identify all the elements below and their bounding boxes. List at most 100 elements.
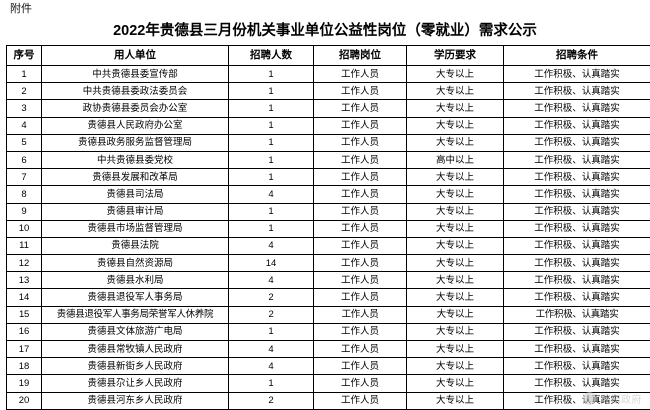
cell-index: 20 xyxy=(6,391,42,410)
cell-education: 大专以上 xyxy=(406,305,504,324)
column-header-position: 招聘岗位 xyxy=(313,45,407,66)
cell-position: 工作人员 xyxy=(313,254,407,273)
cell-employer: 贵德县水利局 xyxy=(41,271,229,290)
cell-employer: 贵德县退役军人事务局 xyxy=(41,288,229,307)
cell-employer: 中共贵德县委党校 xyxy=(41,150,229,170)
cell-education: 高中以上 xyxy=(406,150,504,170)
cell-index: 5 xyxy=(6,133,42,152)
column-header-headcount: 招聘人数 xyxy=(228,45,314,66)
cell-index: 16 xyxy=(6,322,42,342)
watermark-text: 贵德政府 xyxy=(600,395,642,406)
cell-position: 工作人员 xyxy=(313,339,407,359)
cell-position: 工作人员 xyxy=(313,99,407,118)
cell-education: 大专以上 xyxy=(406,185,504,204)
cell-conditions: 工作积极、认真踏实 xyxy=(503,374,650,393)
column-header-conditions: 招聘条件 xyxy=(503,45,650,66)
cell-employer: 贵德县发展和改革局 xyxy=(41,168,229,187)
table-row: 12 贵德县自然资源局 14 工作人员 大专以上 工作积极、认真踏实 xyxy=(6,254,650,273)
cell-conditions: 工作积极、认真踏实 xyxy=(503,219,650,238)
watermark: 贵德政府 xyxy=(583,391,642,406)
cell-education: 大专以上 xyxy=(406,236,504,256)
cell-education: 大专以上 xyxy=(406,322,504,342)
cell-headcount: 1 xyxy=(228,168,314,187)
cell-position: 工作人员 xyxy=(313,322,407,342)
cell-index: 4 xyxy=(6,116,42,135)
cell-position: 工作人员 xyxy=(313,357,407,376)
cell-position: 工作人员 xyxy=(313,64,407,84)
cell-conditions: 工作积极、认真踏实 xyxy=(503,339,650,359)
cell-headcount: 4 xyxy=(228,185,314,204)
cell-headcount: 1 xyxy=(228,374,314,393)
cell-employer: 贵德县政务服务监督管理局 xyxy=(41,133,229,152)
cell-index: 13 xyxy=(6,271,42,290)
attachment-label: 附件 xyxy=(10,3,32,15)
watermark-logo-icon xyxy=(583,392,596,405)
cell-education: 大专以上 xyxy=(406,64,504,84)
cell-conditions: 工作积极、认真踏实 xyxy=(503,202,650,221)
cell-index: 11 xyxy=(6,236,42,256)
cell-headcount: 1 xyxy=(228,82,314,101)
cell-employer: 中共贵德县委宣传部 xyxy=(41,64,229,84)
cell-headcount: 1 xyxy=(228,219,314,238)
cell-index: 1 xyxy=(6,64,42,84)
cell-employer: 贵德县河东乡人民政府 xyxy=(41,391,229,410)
table-row: 15 贵德县退役军人事务局荣誉军人休养院 2 工作人员 大专以上 工作积极、认真… xyxy=(6,305,650,324)
cell-headcount: 2 xyxy=(228,288,314,307)
table-row: 14 贵德县退役军人事务局 2 工作人员 大专以上 工作积极、认真踏实 xyxy=(6,288,650,307)
cell-education: 大专以上 xyxy=(406,82,504,101)
cell-headcount: 4 xyxy=(228,357,314,376)
cell-education: 大专以上 xyxy=(406,202,504,221)
requirements-table: 序号 用人单位 招聘人数 招聘岗位 学历要求 招聘条件 1 中共贵德县委宣传部 … xyxy=(6,45,650,410)
cell-education: 大专以上 xyxy=(406,254,504,273)
table-row: 8 贵德县司法局 4 工作人员 大专以上 工作积极、认真踏实 xyxy=(6,185,650,204)
cell-position: 工作人员 xyxy=(313,168,407,187)
cell-education: 大专以上 xyxy=(406,339,504,359)
cell-conditions: 工作积极、认真踏实 xyxy=(503,168,650,187)
cell-employer: 贵德县文体旅游广电局 xyxy=(41,322,229,342)
cell-index: 18 xyxy=(6,357,42,376)
table-row: 9 贵德县审计局 1 工作人员 大专以上 工作积极、认真踏实 xyxy=(6,202,650,221)
cell-conditions: 工作积极、认真踏实 xyxy=(503,254,650,273)
table-row: 18 贵德县新街乡人民政府 4 工作人员 大专以上 工作积极、认真踏实 xyxy=(6,357,650,376)
cell-conditions: 工作积极、认真踏实 xyxy=(503,99,650,118)
cell-index: 19 xyxy=(6,374,42,393)
cell-employer: 贵德县审计局 xyxy=(41,202,229,221)
cell-headcount: 1 xyxy=(228,116,314,135)
cell-education: 大专以上 xyxy=(406,357,504,376)
cell-position: 工作人员 xyxy=(313,391,407,410)
cell-headcount: 2 xyxy=(228,391,314,410)
cell-employer: 贵德县尕让乡人民政府 xyxy=(41,374,229,393)
cell-employer: 贵德县新街乡人民政府 xyxy=(41,357,229,376)
cell-conditions: 工作积极、认真踏实 xyxy=(503,271,650,290)
cell-index: 12 xyxy=(6,254,42,273)
cell-education: 大专以上 xyxy=(406,99,504,118)
cell-headcount: 2 xyxy=(228,305,314,324)
cell-employer: 贵德县司法局 xyxy=(41,185,229,204)
cell-index: 10 xyxy=(6,219,42,238)
cell-position: 工作人员 xyxy=(313,219,407,238)
cell-position: 工作人员 xyxy=(313,288,407,307)
cell-conditions: 工作积极、认真踏实 xyxy=(503,288,650,307)
cell-employer: 贵德县常牧镇人民政府 xyxy=(41,339,229,359)
cell-employer: 政协贵德县委员会办公室 xyxy=(41,99,229,118)
cell-position: 工作人员 xyxy=(313,271,407,290)
cell-index: 6 xyxy=(6,150,42,170)
cell-headcount: 4 xyxy=(228,271,314,290)
table-row: 2 中共贵德县委政法委员会 1 工作人员 大专以上 工作积极、认真踏实 xyxy=(6,82,650,101)
table-row: 13 贵德县水利局 4 工作人员 大专以上 工作积极、认真踏实 xyxy=(6,271,650,290)
table-body: 1 中共贵德县委宣传部 1 工作人员 大专以上 工作积极、认真踏实 2 中共贵德… xyxy=(6,64,650,410)
cell-position: 工作人员 xyxy=(313,133,407,152)
cell-conditions: 工作积极、认真踏实 xyxy=(503,116,650,135)
cell-employer: 中共贵德县委政法委员会 xyxy=(41,82,229,101)
cell-conditions: 工作积极、认真踏实 xyxy=(503,236,650,256)
cell-employer: 贵德县人民政府办公室 xyxy=(41,116,229,135)
cell-headcount: 1 xyxy=(228,64,314,84)
cell-conditions: 工作积极、认真踏实 xyxy=(503,322,650,342)
cell-position: 工作人员 xyxy=(313,374,407,393)
table-row: 20 贵德县河东乡人民政府 2 工作人员 大专以上 工作积极、认真踏实 xyxy=(6,391,650,410)
column-header-education: 学历要求 xyxy=(406,45,504,66)
cell-conditions: 工作积极、认真踏实 xyxy=(503,357,650,376)
cell-headcount: 1 xyxy=(228,99,314,118)
cell-employer: 贵德县退役军人事务局荣誉军人休养院 xyxy=(41,305,229,324)
